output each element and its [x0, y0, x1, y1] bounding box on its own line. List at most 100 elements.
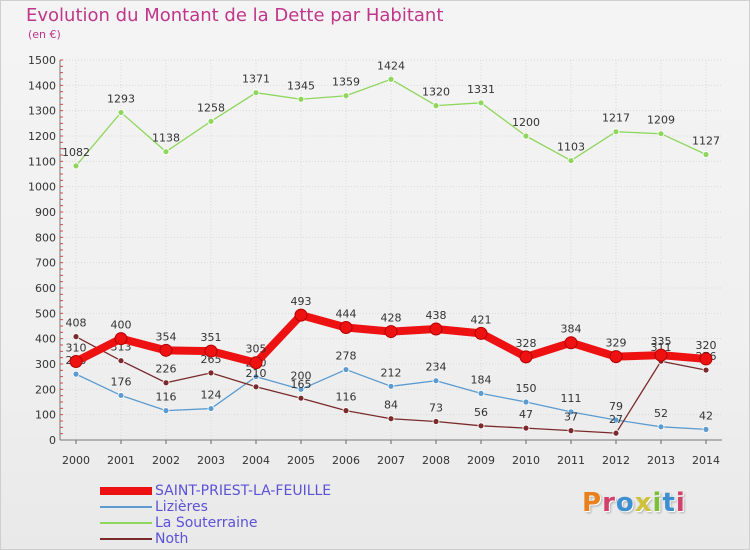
- data-label: 226: [156, 363, 177, 376]
- data-label: 1138: [152, 132, 180, 145]
- legend-swatch-saint-priest: [100, 487, 152, 495]
- data-label: 52: [654, 407, 668, 420]
- series-noth: 408313226265210165116847356473727311276: [66, 317, 717, 437]
- series-group: 2601761161242502002782122341841501117952…: [62, 59, 720, 437]
- data-label: 320: [696, 339, 717, 352]
- data-point: [114, 332, 128, 346]
- x-tick-label: 2001: [107, 454, 135, 467]
- x-tick-label: 2005: [287, 454, 315, 467]
- data-point: [432, 102, 440, 109]
- data-point: [384, 325, 398, 339]
- x-tick-label: 2004: [242, 454, 270, 467]
- data-label: 1103: [557, 141, 585, 154]
- data-point: [609, 350, 623, 364]
- data-point: [657, 130, 665, 138]
- y-tick-label: 900: [35, 206, 56, 219]
- data-point: [162, 148, 170, 156]
- data-point: [249, 356, 263, 370]
- data-point: [297, 394, 305, 402]
- legend-swatch-lizieres: [100, 506, 152, 508]
- data-label: 27: [609, 413, 623, 426]
- y-tick-label: 800: [35, 231, 56, 244]
- logo-letter: t: [662, 488, 676, 518]
- data-label: 116: [336, 391, 357, 404]
- data-label: 212: [381, 366, 402, 379]
- x-tick-label: 2000: [62, 454, 90, 467]
- data-point: [297, 385, 305, 393]
- data-point: [69, 354, 83, 368]
- data-label: 1320: [422, 86, 450, 99]
- data-point: [432, 418, 440, 425]
- x-tick-label: 2014: [692, 454, 720, 467]
- data-label: 493: [291, 295, 312, 308]
- data-label: 351: [201, 331, 222, 344]
- data-point: [72, 370, 80, 378]
- data-point: [429, 322, 443, 336]
- data-point: [477, 422, 485, 430]
- data-point: [339, 321, 353, 335]
- logo-letter: r: [602, 488, 616, 518]
- data-point: [474, 326, 488, 340]
- x-tick-label: 2012: [602, 454, 630, 467]
- data-label: 1293: [107, 92, 135, 105]
- data-point: [72, 333, 80, 341]
- y-axis: 0 100 200 300 400 500 600 700 800 900 1000 1100 1200…: [28, 54, 63, 447]
- series-lizi-res: 2601761161242502002782122341841501117952…: [66, 350, 713, 433]
- data-label: 1345: [287, 79, 315, 92]
- data-point: [162, 379, 170, 387]
- data-label: 56: [474, 406, 488, 419]
- data-label: 354: [156, 330, 177, 343]
- data-point: [297, 95, 305, 103]
- logo-letter: x: [634, 488, 653, 518]
- data-label: 1258: [197, 101, 225, 114]
- data-point: [159, 343, 173, 357]
- grid-lines: [60, 59, 722, 441]
- data-label: 335: [651, 335, 672, 348]
- data-point: [207, 117, 215, 125]
- legend-label-saint-priest: SAINT-PRIEST-LA-FEUILLE: [155, 483, 332, 499]
- data-label: 384: [561, 323, 582, 336]
- x-tick-label: 2009: [467, 454, 495, 467]
- x-tick-label: 2007: [377, 454, 405, 467]
- data-point: [702, 151, 710, 158]
- data-point: [654, 348, 668, 362]
- data-label: 1424: [377, 59, 405, 72]
- data-point: [699, 352, 713, 366]
- data-point: [522, 424, 530, 432]
- data-point: [612, 128, 620, 136]
- y-tick-label: 1000: [28, 181, 56, 194]
- data-point: [564, 336, 578, 350]
- data-label: 1209: [647, 114, 675, 127]
- y-tick-label: 400: [35, 333, 56, 346]
- data-label: 165: [291, 378, 312, 391]
- data-point: [477, 389, 485, 397]
- x-tick-label: 2011: [557, 454, 585, 467]
- data-label: 150: [516, 382, 537, 395]
- logo-letter: P: [582, 488, 603, 518]
- data-point: [702, 425, 710, 433]
- data-label: 1217: [602, 112, 630, 125]
- data-label: 73: [429, 402, 443, 415]
- x-tick-label: 2010: [512, 454, 540, 467]
- data-point: [432, 377, 440, 385]
- y-tick-label: 500: [35, 307, 56, 320]
- data-label: 116: [156, 391, 177, 404]
- series-saint-priest-la-feuille: 310 400 354 351 305 493 444 428 438 421 328 384 329 3…: [66, 295, 717, 370]
- data-point: [117, 392, 125, 399]
- data-point: [252, 373, 260, 381]
- data-label: 176: [111, 375, 132, 388]
- data-point: [387, 382, 395, 390]
- unit-label: (en €): [28, 28, 61, 41]
- data-point: [162, 407, 170, 415]
- data-label: 421: [471, 313, 492, 326]
- y-tick-label: 1500: [28, 54, 56, 67]
- data-label: 124: [201, 389, 222, 402]
- data-point: [342, 407, 350, 415]
- data-label: 234: [426, 361, 447, 374]
- data-label: 400: [111, 319, 132, 332]
- y-tick-label: 100: [35, 409, 56, 422]
- data-point: [612, 429, 620, 437]
- data-label: 37: [564, 411, 578, 424]
